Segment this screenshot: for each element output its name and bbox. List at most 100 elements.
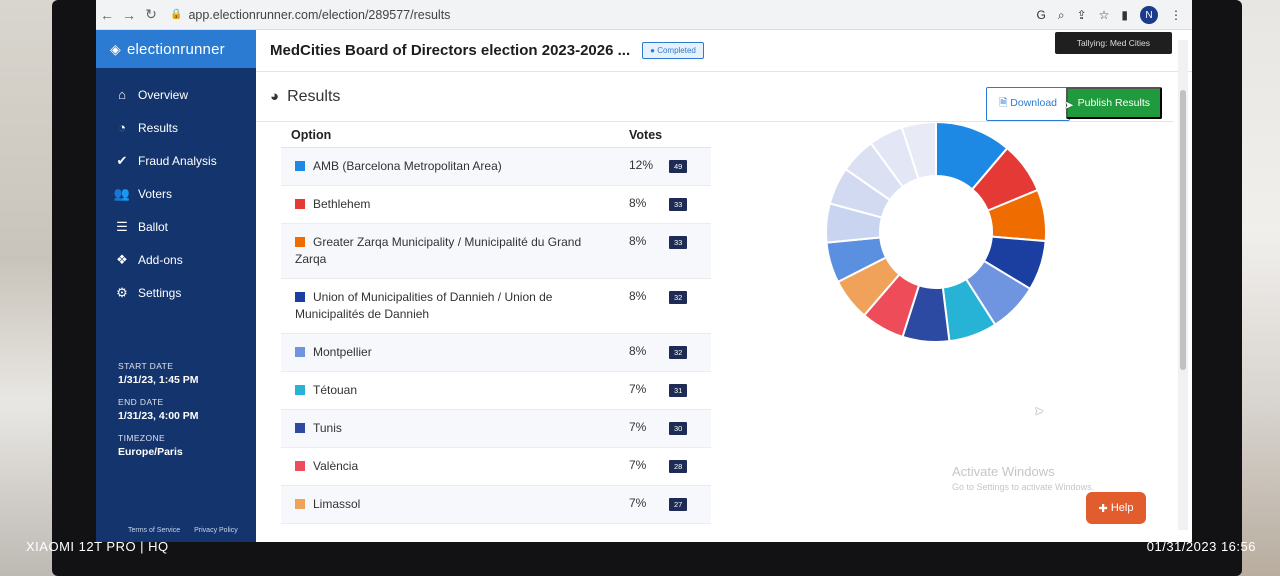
- table-row: AMB (Barcelona Metropolitan Area) 12% 49: [281, 148, 711, 186]
- gear-icon: ⚙: [116, 284, 128, 300]
- option-name: Tunis: [313, 421, 342, 435]
- vote-percent: 7%: [629, 496, 647, 510]
- vote-percent: 7%: [629, 420, 647, 434]
- timezone-label: TIMEZONE: [118, 433, 166, 443]
- option-name: València: [313, 459, 359, 473]
- sidebar-item-label: Fraud Analysis: [138, 153, 217, 168]
- vote-percent: 8%: [629, 196, 647, 210]
- results-table: Option Votes AMB (Barcelona Metropolitan…: [281, 122, 711, 542]
- mouse-cursor-icon: ➤: [1034, 404, 1045, 418]
- status-text: Completed: [657, 46, 696, 55]
- check-icon: ✔: [116, 152, 128, 168]
- share-icon[interactable]: ⇪: [1076, 8, 1087, 22]
- reload-icon[interactable]: ↻: [145, 6, 157, 22]
- vote-percent: 8%: [629, 234, 647, 248]
- color-swatch: [295, 423, 305, 433]
- table-row: Tétouan 7% 31: [281, 372, 711, 410]
- address-bar[interactable]: 🔒 app.electionrunner.com/election/289577…: [170, 8, 450, 22]
- download-button[interactable]: 🗎 Download: [985, 87, 1070, 121]
- watermark-line2: Go to Settings to activate Windows.: [952, 482, 1095, 492]
- end-date-value: 1/31/23, 4:00 PM: [118, 410, 199, 422]
- footer-links: Terms of Service Privacy Policy: [128, 527, 238, 534]
- sidebar-item-add-ons[interactable]: ❖ Add-ons: [96, 243, 256, 276]
- vote-count-badge: 49: [669, 160, 688, 173]
- option-cell: Tétouan: [281, 372, 621, 409]
- sidebar-nav: ⌂ Overview ◔ Results ✔ Fraud Analysis 👥 Vote…: [96, 68, 256, 309]
- sidepanel-icon[interactable]: ▮: [1121, 8, 1128, 22]
- privacy-link[interactable]: Privacy Policy: [194, 527, 238, 534]
- bookmark-star-icon[interactable]: ☆: [1098, 8, 1110, 22]
- table-row: Montpellier 8% 32: [281, 334, 711, 372]
- list-icon: ☰: [116, 218, 128, 234]
- photo-background-left: [0, 0, 60, 576]
- start-date-value: 1/31/23, 1:45 PM: [118, 374, 199, 386]
- vote-count-badge: 33: [669, 236, 688, 249]
- option-name: Bethlehem: [313, 197, 371, 211]
- sidebar-item-voters[interactable]: 👥 Voters: [96, 177, 256, 210]
- help-button[interactable]: ✚ Help: [1086, 492, 1146, 524]
- option-cell: València: [281, 448, 621, 485]
- sidebar-item-label: Results: [138, 120, 179, 135]
- forward-icon[interactable]: →: [122, 6, 136, 23]
- zoom-icon[interactable]: ⌕: [1057, 7, 1065, 22]
- screen: ← → ↻ 🔒 app.electionrunner.com/election/…: [96, 0, 1192, 542]
- google-icon[interactable]: G: [1036, 8, 1046, 22]
- table-body: AMB (Barcelona Metropolitan Area) 12% 49 Be…: [281, 148, 711, 524]
- results-donut-chart: [711, 122, 1151, 542]
- vote-percent: 8%: [629, 289, 647, 303]
- table-row: Bethlehem 8% 33: [281, 186, 711, 224]
- logo[interactable]: ◈ electionrunner: [96, 30, 256, 68]
- sidebar-item-ballot[interactable]: ☰ Ballot: [96, 210, 256, 243]
- color-swatch: [295, 237, 305, 247]
- logo-text: electionrunner: [126, 40, 225, 58]
- publish-results-button[interactable]: Publish Results: [1065, 87, 1162, 119]
- option-cell: AMB (Barcelona Metropolitan Area): [281, 148, 621, 185]
- back-icon[interactable]: ←: [100, 6, 114, 23]
- color-swatch: [295, 199, 305, 209]
- sidebar-item-label: Voters: [138, 186, 173, 201]
- help-label: Help: [1110, 502, 1134, 514]
- vote-percent: 8%: [629, 344, 647, 358]
- help-icon: ✚: [1098, 502, 1111, 515]
- option-name: Union of Municipalities of Dannieh / Uni…: [295, 290, 553, 321]
- votes-cell: 8% 32: [621, 279, 711, 333]
- option-name: Greater Zarqa Municipality / Municipalit…: [295, 235, 582, 266]
- option-cell: Bethlehem: [281, 186, 621, 223]
- sidebar-item-fraud-analysis[interactable]: ✔ Fraud Analysis: [96, 144, 256, 177]
- cubes-icon: ❖: [116, 251, 128, 267]
- donut-slice[interactable]: [900, 122, 937, 181]
- sidebar-item-settings[interactable]: ⚙ Settings: [96, 276, 256, 309]
- vote-percent: 12%: [629, 158, 654, 172]
- sidebar-item-results[interactable]: ◔ Results: [96, 111, 256, 144]
- scrollbar[interactable]: [1178, 40, 1188, 530]
- table-row: Greater Zarqa Municipality / Municipalit…: [281, 224, 711, 279]
- menu-icon[interactable]: ⋮: [1170, 8, 1182, 22]
- vote-percent: 7%: [629, 458, 647, 472]
- option-cell: Greater Zarqa Municipality / Municipalit…: [281, 224, 621, 278]
- sidebar-item-label: Settings: [138, 285, 182, 300]
- end-date-label: END DATE: [118, 397, 164, 407]
- browser-toolbar: ← → ↻ 🔒 app.electionrunner.com/election/…: [96, 0, 1192, 30]
- timezone-value: Europe/Paris: [118, 446, 183, 458]
- vote-count-badge: 33: [669, 198, 688, 211]
- option-name: Limassol: [313, 497, 361, 511]
- votes-cell: 8% 33: [621, 224, 711, 278]
- scrollbar-thumb[interactable]: [1180, 90, 1186, 370]
- vote-count-badge: 30: [669, 422, 688, 435]
- option-name: AMB (Barcelona Metropolitan Area): [313, 159, 502, 173]
- page-title: MedCities Board of Directors election 20…: [270, 42, 631, 59]
- sidebar-item-overview[interactable]: ⌂ Overview: [96, 78, 256, 111]
- table-row: València 7% 28: [281, 448, 711, 486]
- donut-svg: [825, 122, 1047, 343]
- terms-link[interactable]: Terms of Service: [128, 527, 181, 534]
- pie-chart-icon: ◔: [118, 120, 126, 135]
- file-icon: 🗎: [998, 97, 1011, 109]
- color-swatch: [295, 161, 305, 171]
- election-meta: START DATE 1/31/23, 1:45 PM END DATE 1/3…: [118, 350, 199, 458]
- profile-avatar[interactable]: N: [1140, 6, 1158, 24]
- sidebar-item-label: Add-ons: [138, 252, 183, 267]
- option-cell: Tunis: [281, 410, 621, 447]
- sidebar: ◈ electionrunner ⌂ Overview ◔ Results ✔ Fra…: [96, 30, 256, 542]
- votes-cell: 12% 49: [621, 148, 711, 185]
- page-header: MedCities Board of Directors election 20…: [256, 30, 1192, 72]
